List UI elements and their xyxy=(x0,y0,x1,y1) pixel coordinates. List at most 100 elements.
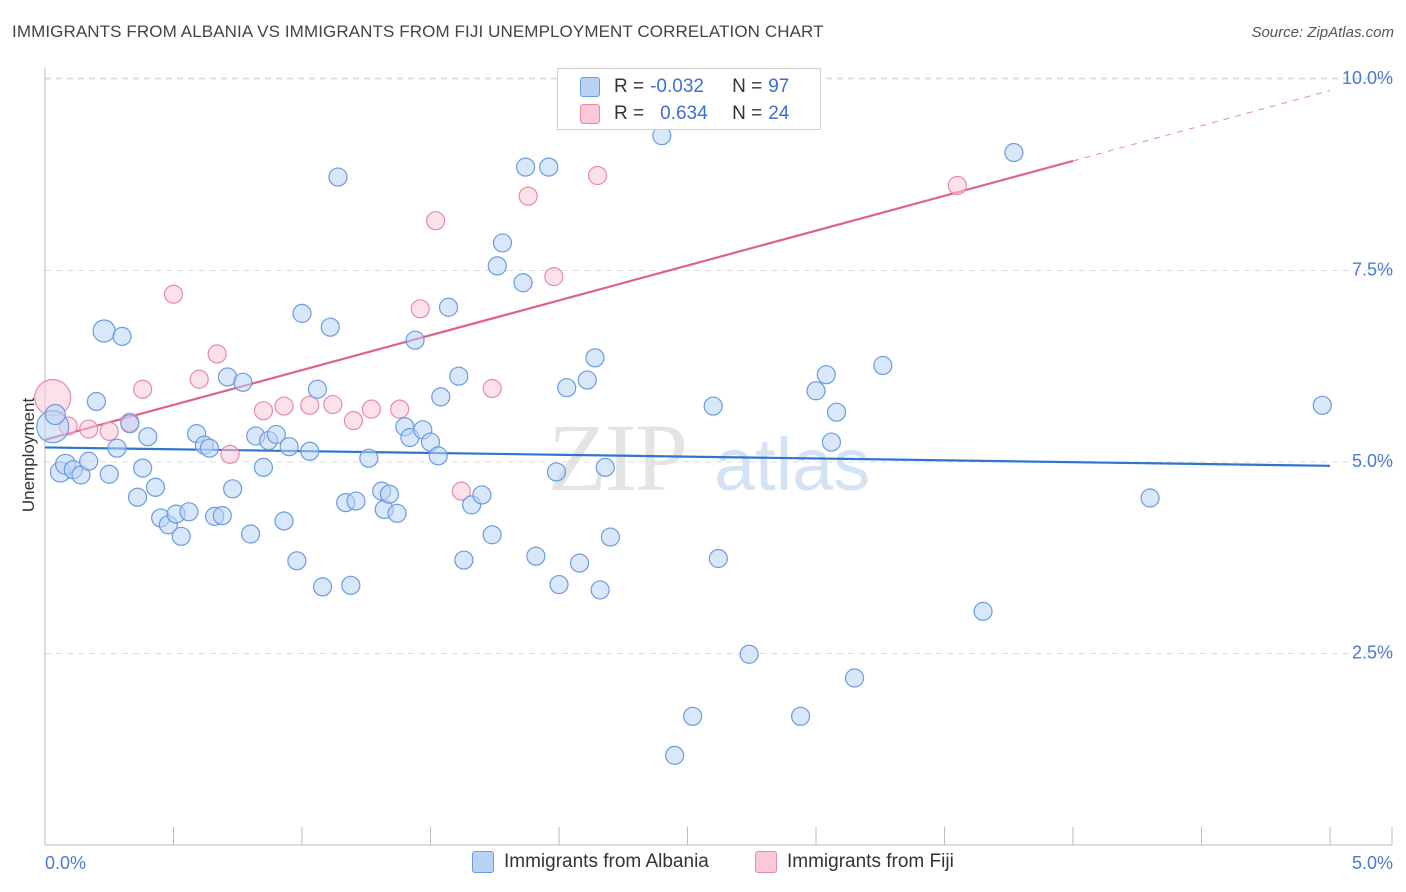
albania-point xyxy=(292,303,312,323)
albania-point xyxy=(492,233,513,253)
albania-point xyxy=(44,403,66,426)
y-tick-label: 10.0% xyxy=(1342,68,1393,88)
y-tick-label: 5.0% xyxy=(1352,451,1393,471)
source-credit: Source: ZipAtlas.com xyxy=(1251,24,1394,41)
legend-item-albania[interactable]: Immigrants from Albania xyxy=(472,851,709,873)
albania-point xyxy=(1004,142,1024,163)
fiji-point xyxy=(544,267,564,287)
legend-r-label: R = xyxy=(614,76,645,97)
albania-point xyxy=(212,506,232,526)
albania-point xyxy=(577,370,597,390)
albania-point xyxy=(266,424,286,445)
albania-point xyxy=(223,479,243,499)
albania-point xyxy=(346,491,366,511)
albania-point xyxy=(844,668,865,688)
albania-point xyxy=(595,457,615,477)
axes xyxy=(44,68,1393,846)
legend-r-value: 0.634 xyxy=(660,103,708,124)
albania-point xyxy=(233,372,253,392)
legend-row-fiji: R = 0.634 N = 24 xyxy=(580,102,789,126)
fiji-point xyxy=(482,378,502,399)
albania-point xyxy=(487,256,507,276)
series-legend: Immigrants from Albania Immigrants from … xyxy=(0,851,1406,877)
fiji-point xyxy=(361,399,381,419)
albania-point xyxy=(526,546,546,566)
albania-point xyxy=(683,706,703,726)
albania-point xyxy=(549,574,569,595)
tick-labels: 2.5% 5.0% 7.5% 10.0% 0.0% 5.0% xyxy=(45,68,1393,873)
legend-r-value: -0.032 xyxy=(650,76,704,97)
albania-point xyxy=(179,502,199,522)
albania-point xyxy=(826,402,847,422)
albania-point xyxy=(241,524,261,544)
albania-legend-swatch xyxy=(472,851,494,873)
fiji-point xyxy=(99,421,119,441)
albania-point xyxy=(873,355,893,376)
albania-point xyxy=(307,379,328,399)
fiji-point xyxy=(426,211,446,231)
legend-item-fiji[interactable]: Immigrants from Fiji xyxy=(755,851,954,873)
albania-point xyxy=(253,457,274,477)
fiji-point xyxy=(518,186,538,206)
albania-point xyxy=(287,551,307,571)
fiji-point xyxy=(220,444,240,464)
albania-point xyxy=(341,575,361,595)
albania-point xyxy=(482,525,502,545)
albania-point xyxy=(328,167,348,187)
legend-n-value: 24 xyxy=(768,103,790,124)
albania-point xyxy=(569,553,590,573)
watermark: ZIP atlas xyxy=(548,404,870,511)
fiji-point xyxy=(390,399,410,419)
chart-title: IMMIGRANTS FROM ALBANIA VS IMMIGRANTS FR… xyxy=(12,22,824,41)
albania-point xyxy=(1140,488,1160,508)
albania-trend-line xyxy=(44,446,1331,467)
albania-point xyxy=(703,396,723,416)
fiji-trend-extension xyxy=(1072,90,1331,162)
albania-point xyxy=(708,548,728,569)
fiji-point xyxy=(207,344,227,364)
albania-point xyxy=(99,464,119,484)
fiji-point xyxy=(79,419,99,439)
fiji-point xyxy=(253,401,274,421)
albania-point xyxy=(199,438,220,458)
albania-swatch xyxy=(580,77,600,97)
legend-row-albania: R = -0.032 N = 97 xyxy=(580,75,789,99)
albania-point xyxy=(557,378,577,398)
albania-point xyxy=(300,441,320,461)
albania-point xyxy=(274,511,294,531)
fiji-point xyxy=(274,396,294,416)
albania-point xyxy=(112,326,132,346)
fiji-point xyxy=(323,394,343,415)
albania-point xyxy=(320,317,340,337)
fiji-legend-label: Immigrants from Fiji xyxy=(787,851,954,872)
albania-point xyxy=(585,348,605,368)
albania-point xyxy=(1312,395,1332,415)
albania-point xyxy=(590,580,610,600)
fiji-point xyxy=(947,175,967,196)
albania-points xyxy=(36,126,1332,765)
albania-point xyxy=(92,319,116,343)
albania-point xyxy=(107,438,127,458)
albania-point xyxy=(431,387,451,407)
fiji-point xyxy=(410,299,430,319)
albania-point xyxy=(279,437,299,457)
albania-point xyxy=(120,414,140,434)
albania-point xyxy=(454,550,474,570)
fiji-point xyxy=(133,379,153,399)
albania-point xyxy=(739,644,759,664)
albania-point xyxy=(438,297,459,317)
legend-n-label: N = xyxy=(732,76,763,97)
albania-point xyxy=(138,427,158,447)
fiji-point xyxy=(343,411,363,431)
albania-point xyxy=(379,484,399,504)
albania-point xyxy=(145,477,166,497)
watermark-zip: ZIP xyxy=(548,404,686,511)
trend-lines xyxy=(44,90,1331,467)
albania-point xyxy=(86,391,107,412)
fiji-points xyxy=(34,165,967,501)
albania-point xyxy=(973,601,993,621)
legend-n-value: 97 xyxy=(768,76,790,97)
albania-point xyxy=(665,745,685,765)
albania-point xyxy=(816,365,836,385)
